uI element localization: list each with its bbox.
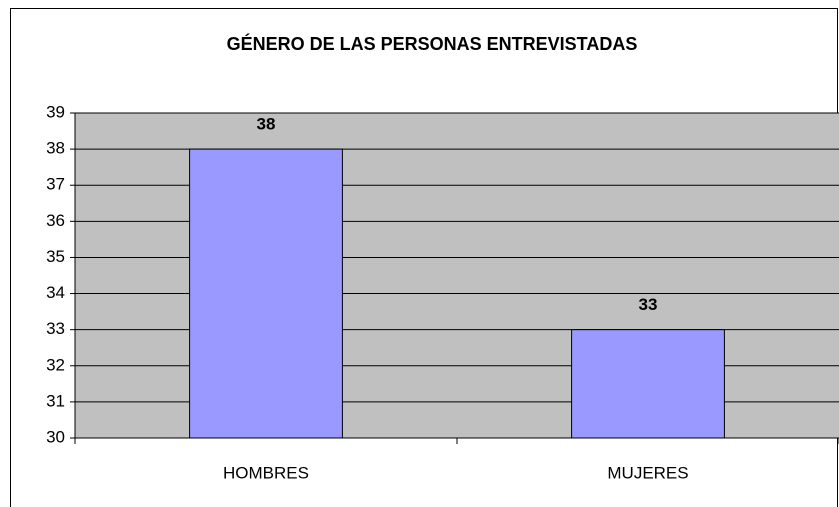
- data-label: 38: [257, 115, 276, 134]
- y-tick-label: 39: [46, 102, 65, 121]
- y-tick-label: 32: [46, 355, 65, 374]
- y-tick-label: 33: [46, 319, 65, 338]
- chart-title: GÉNERO DE LAS PERSONAS ENTREVISTADAS: [227, 33, 638, 54]
- bar: [571, 329, 725, 439]
- y-tick-label: 35: [46, 247, 65, 266]
- data-label: 33: [639, 295, 658, 314]
- y-tick-label: 31: [46, 391, 65, 410]
- y-tick-label: 37: [46, 175, 65, 194]
- y-tick-label: 34: [46, 283, 65, 302]
- y-tick-label: 36: [46, 211, 65, 230]
- y-tick-label: 38: [46, 139, 65, 158]
- x-tick-label: HOMBRES: [223, 463, 309, 482]
- y-tick-label: 30: [46, 427, 65, 446]
- bar: [189, 148, 343, 439]
- x-tick-label: MUJERES: [607, 463, 688, 482]
